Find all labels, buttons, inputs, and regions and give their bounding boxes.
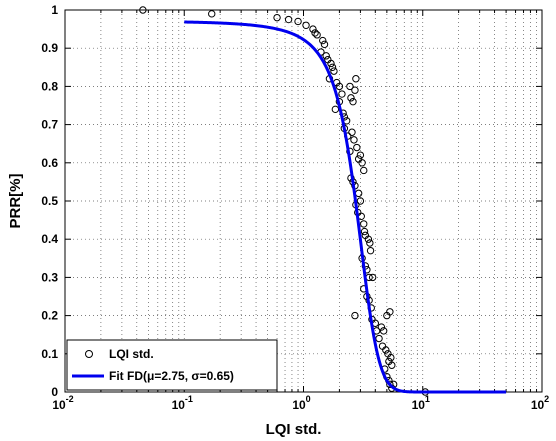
data-point (302, 21, 310, 29)
data-point (386, 380, 394, 389)
y-tick-label: 0 (51, 385, 58, 399)
data-point (311, 29, 319, 37)
data-point (360, 166, 368, 175)
data-point (352, 75, 360, 83)
data-point (366, 246, 375, 255)
data-point (382, 346, 390, 354)
data-point (322, 52, 330, 60)
grid (65, 10, 542, 392)
y-tick-label: 0.7 (41, 118, 58, 132)
y-tick-label: 0.4 (41, 232, 58, 246)
data-point (349, 97, 357, 106)
data-point (319, 36, 327, 45)
data-point (360, 227, 369, 236)
legend-box (66, 339, 278, 391)
y-tick-label: 0.9 (41, 41, 58, 55)
axis-ticks (65, 9, 542, 393)
x-tick-label-base: 10 (412, 398, 426, 412)
x-tick-label-exponent: 0 (306, 394, 311, 404)
x-tick-label: 101 (412, 394, 430, 412)
data-point (139, 6, 147, 14)
x-tick-label-exponent: -2 (66, 394, 74, 404)
data-point (330, 67, 338, 75)
x-tick-label: 10-2 (52, 394, 73, 412)
data-point (351, 311, 359, 320)
x-tick-label-base: 10 (52, 398, 66, 412)
x-tick-labels: 10-2 10-1 100 101 102 (52, 394, 549, 412)
legend-label-scatter: LQI std. (109, 347, 154, 361)
legend: LQI std. Fit FD(μ=2.75, σ=0.65) (66, 339, 278, 391)
data-point (347, 94, 355, 102)
y-tick-label: 0.8 (41, 79, 58, 93)
data-point (387, 353, 395, 362)
y-tick-label: 0.1 (41, 347, 58, 361)
legend-label-fit: Fit FD(μ=2.75, σ=0.65) (109, 369, 234, 383)
y-tick-label: 0.5 (41, 194, 58, 208)
data-point (377, 323, 386, 331)
y-axis-label: PRR[%] (7, 173, 24, 228)
data-point (294, 17, 302, 26)
data-point (309, 25, 317, 33)
data-point (284, 15, 293, 24)
x-tick-label-base: 10 (292, 398, 306, 412)
data-point (346, 82, 354, 91)
data-point (368, 273, 377, 282)
data-point (338, 90, 346, 98)
y-tick-labels: 0 0.1 0.2 0.3 0.4 0.5 0.6 0.7 0.8 0.9 1 (41, 3, 58, 399)
data-point (375, 334, 383, 343)
data-point (350, 136, 358, 144)
data-point (354, 155, 363, 163)
data-point (353, 143, 361, 152)
x-tick-label-base: 10 (531, 398, 545, 412)
data-point (356, 151, 365, 159)
legend-marker-scatter (85, 350, 93, 358)
y-tick-label: 0.6 (41, 156, 58, 170)
x-tick-label-exponent: 1 (425, 394, 430, 404)
data-point (320, 40, 329, 49)
x-tick-label: 100 (292, 394, 310, 412)
data-point (313, 31, 321, 39)
data-point (335, 82, 344, 91)
data-point (327, 59, 335, 68)
data-point (348, 128, 356, 136)
x-axis-label: LQI std. (266, 421, 322, 438)
y-tick-label: 0.3 (41, 270, 58, 284)
data-point (351, 86, 359, 94)
data-point (379, 327, 388, 335)
x-tick-label-base: 10 (172, 398, 186, 412)
data-point (328, 63, 337, 72)
data-point (388, 361, 396, 369)
data-point (364, 235, 373, 243)
data-point (366, 239, 374, 247)
x-tick-label-exponent: -1 (185, 394, 193, 404)
x-tick-label-exponent: 2 (544, 394, 549, 404)
x-tick-label: 10-1 (172, 394, 193, 412)
data-point (354, 189, 363, 198)
fit-line (184, 20, 507, 394)
data-point (358, 159, 366, 167)
data-point (273, 13, 281, 22)
data-point (356, 197, 365, 205)
y-tick-label: 1 (51, 3, 58, 17)
data-point (360, 220, 368, 228)
data-point (331, 105, 340, 114)
y-tick-label: 0.2 (41, 309, 58, 323)
data-point (386, 308, 394, 316)
x-tick-label: 102 (531, 394, 549, 412)
data-point (208, 10, 216, 18)
